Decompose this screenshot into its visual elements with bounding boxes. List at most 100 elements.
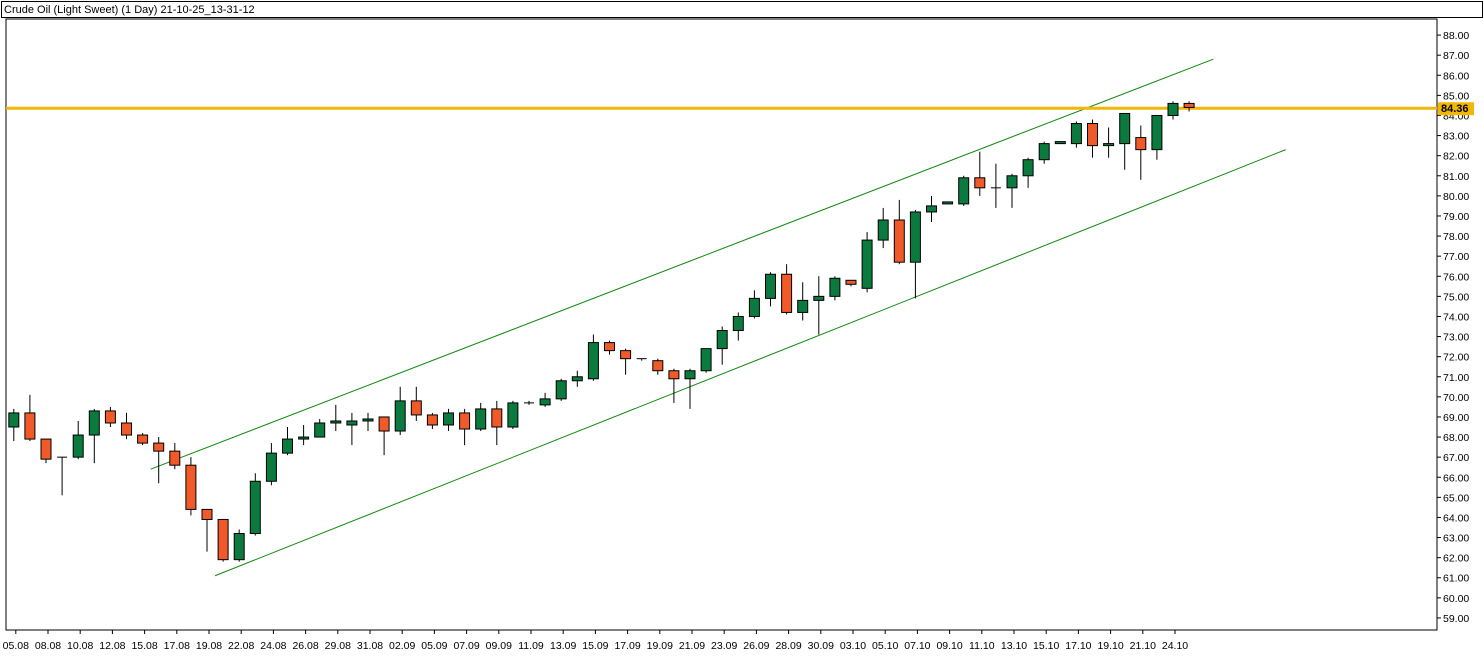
x-tick-label: 12.08 bbox=[99, 640, 125, 652]
candle bbox=[507, 400, 519, 430]
x-tick-label: 28.09 bbox=[775, 640, 801, 652]
candle-body bbox=[700, 348, 712, 372]
candle-body bbox=[282, 438, 293, 454]
current-price-label: 84.36 bbox=[1441, 103, 1469, 115]
y-tick-label: 85.00 bbox=[1443, 90, 1469, 102]
candle-body bbox=[153, 442, 165, 452]
y-tick-label: 70.00 bbox=[1443, 392, 1469, 404]
candle-body bbox=[40, 438, 52, 460]
plot-area bbox=[5, 18, 1438, 631]
candle-body bbox=[668, 370, 680, 380]
candle bbox=[88, 408, 100, 464]
y-tick-label: 66.00 bbox=[1443, 472, 1469, 484]
candle bbox=[1119, 112, 1131, 170]
y-tick-label: 60.00 bbox=[1443, 593, 1469, 605]
candle bbox=[249, 473, 261, 536]
candle-body bbox=[298, 436, 310, 440]
y-tick-label: 76.00 bbox=[1443, 271, 1469, 283]
x-tick-label: 15.10 bbox=[1033, 640, 1059, 652]
candle bbox=[1070, 121, 1082, 148]
x-tick-label: 19.10 bbox=[1097, 640, 1123, 652]
candle bbox=[410, 386, 422, 421]
candle bbox=[636, 358, 647, 361]
y-tick-label: 75.00 bbox=[1443, 291, 1469, 303]
y-tick-label: 72.00 bbox=[1443, 352, 1469, 364]
candle-body bbox=[1119, 112, 1131, 145]
x-tick-label: 13.09 bbox=[550, 640, 576, 652]
candle-body bbox=[507, 402, 519, 428]
y-tick-label: 63.00 bbox=[1443, 533, 1469, 545]
y-tick-label: 71.00 bbox=[1443, 372, 1469, 384]
y-tick-label: 82.00 bbox=[1443, 151, 1469, 163]
y-tick-label: 74.00 bbox=[1443, 311, 1469, 323]
x-tick-label: 26.08 bbox=[292, 640, 318, 652]
candle bbox=[732, 312, 744, 341]
x-tick-label: 19.09 bbox=[647, 640, 673, 652]
candle bbox=[861, 232, 873, 293]
candle-body bbox=[748, 297, 760, 317]
candle bbox=[201, 508, 213, 552]
candle-body bbox=[1054, 141, 1066, 145]
x-tick-label: 02.09 bbox=[389, 640, 415, 652]
candle bbox=[475, 402, 487, 432]
candle-body bbox=[1167, 102, 1179, 116]
y-tick-label: 77.00 bbox=[1443, 251, 1469, 263]
candle-body bbox=[909, 211, 921, 263]
y-tick-label: 62.00 bbox=[1443, 553, 1469, 565]
y-tick-label: 64.00 bbox=[1443, 512, 1469, 524]
candle bbox=[491, 400, 503, 446]
x-tick-label: 17.08 bbox=[164, 640, 190, 652]
y-tick-label: 61.00 bbox=[1443, 573, 1469, 585]
x-tick-label: 17.10 bbox=[1065, 640, 1091, 652]
candle bbox=[524, 400, 534, 405]
candle bbox=[1038, 141, 1050, 164]
candle bbox=[443, 408, 454, 432]
candle bbox=[8, 408, 20, 442]
candle-body bbox=[893, 219, 905, 263]
candle-body bbox=[781, 273, 793, 313]
candle-body bbox=[249, 480, 261, 535]
channel-lower-line bbox=[214, 149, 1286, 577]
x-tick-label: 07.10 bbox=[904, 640, 930, 652]
x-tick-label: 21.09 bbox=[679, 640, 705, 652]
x-tick-label: 11.10 bbox=[969, 640, 995, 652]
candle-body bbox=[394, 400, 406, 432]
x-tick-label: 22.08 bbox=[228, 640, 254, 652]
x-tick-label: 24.10 bbox=[1162, 640, 1188, 652]
candle bbox=[652, 358, 664, 375]
x-tick-label: 09.10 bbox=[936, 640, 962, 652]
candle-body bbox=[684, 370, 696, 380]
y-tick-label: 78.00 bbox=[1443, 231, 1469, 243]
candle-body bbox=[169, 450, 181, 466]
candle bbox=[1183, 101, 1195, 112]
x-tick-label: 15.08 bbox=[131, 640, 157, 652]
candle-body bbox=[555, 380, 567, 400]
x-tick-label: 26.09 bbox=[743, 640, 769, 652]
x-tick-label: 03.10 bbox=[840, 640, 866, 652]
candle bbox=[990, 163, 1001, 208]
candle-body bbox=[587, 342, 599, 380]
candle-body bbox=[426, 414, 438, 426]
candle-body bbox=[877, 219, 889, 241]
y-tick-label: 86.00 bbox=[1443, 70, 1469, 82]
x-tick-label: 29.08 bbox=[325, 640, 351, 652]
candle bbox=[57, 456, 68, 496]
candle bbox=[765, 272, 776, 307]
x-tick-label: 07.09 bbox=[453, 640, 479, 652]
candle bbox=[958, 175, 970, 206]
candle bbox=[185, 457, 197, 516]
candle bbox=[877, 207, 889, 249]
candle bbox=[169, 443, 181, 470]
candle bbox=[974, 151, 986, 196]
candle-body bbox=[104, 410, 116, 424]
candle bbox=[40, 438, 52, 464]
candle-body bbox=[1006, 175, 1018, 189]
candle bbox=[1022, 157, 1034, 188]
candle bbox=[620, 348, 632, 375]
candle bbox=[298, 424, 310, 446]
candle-body bbox=[620, 350, 632, 360]
y-tick-label: 73.00 bbox=[1443, 332, 1469, 344]
candle-body bbox=[539, 398, 551, 406]
candle bbox=[265, 443, 277, 486]
candle bbox=[909, 209, 921, 299]
